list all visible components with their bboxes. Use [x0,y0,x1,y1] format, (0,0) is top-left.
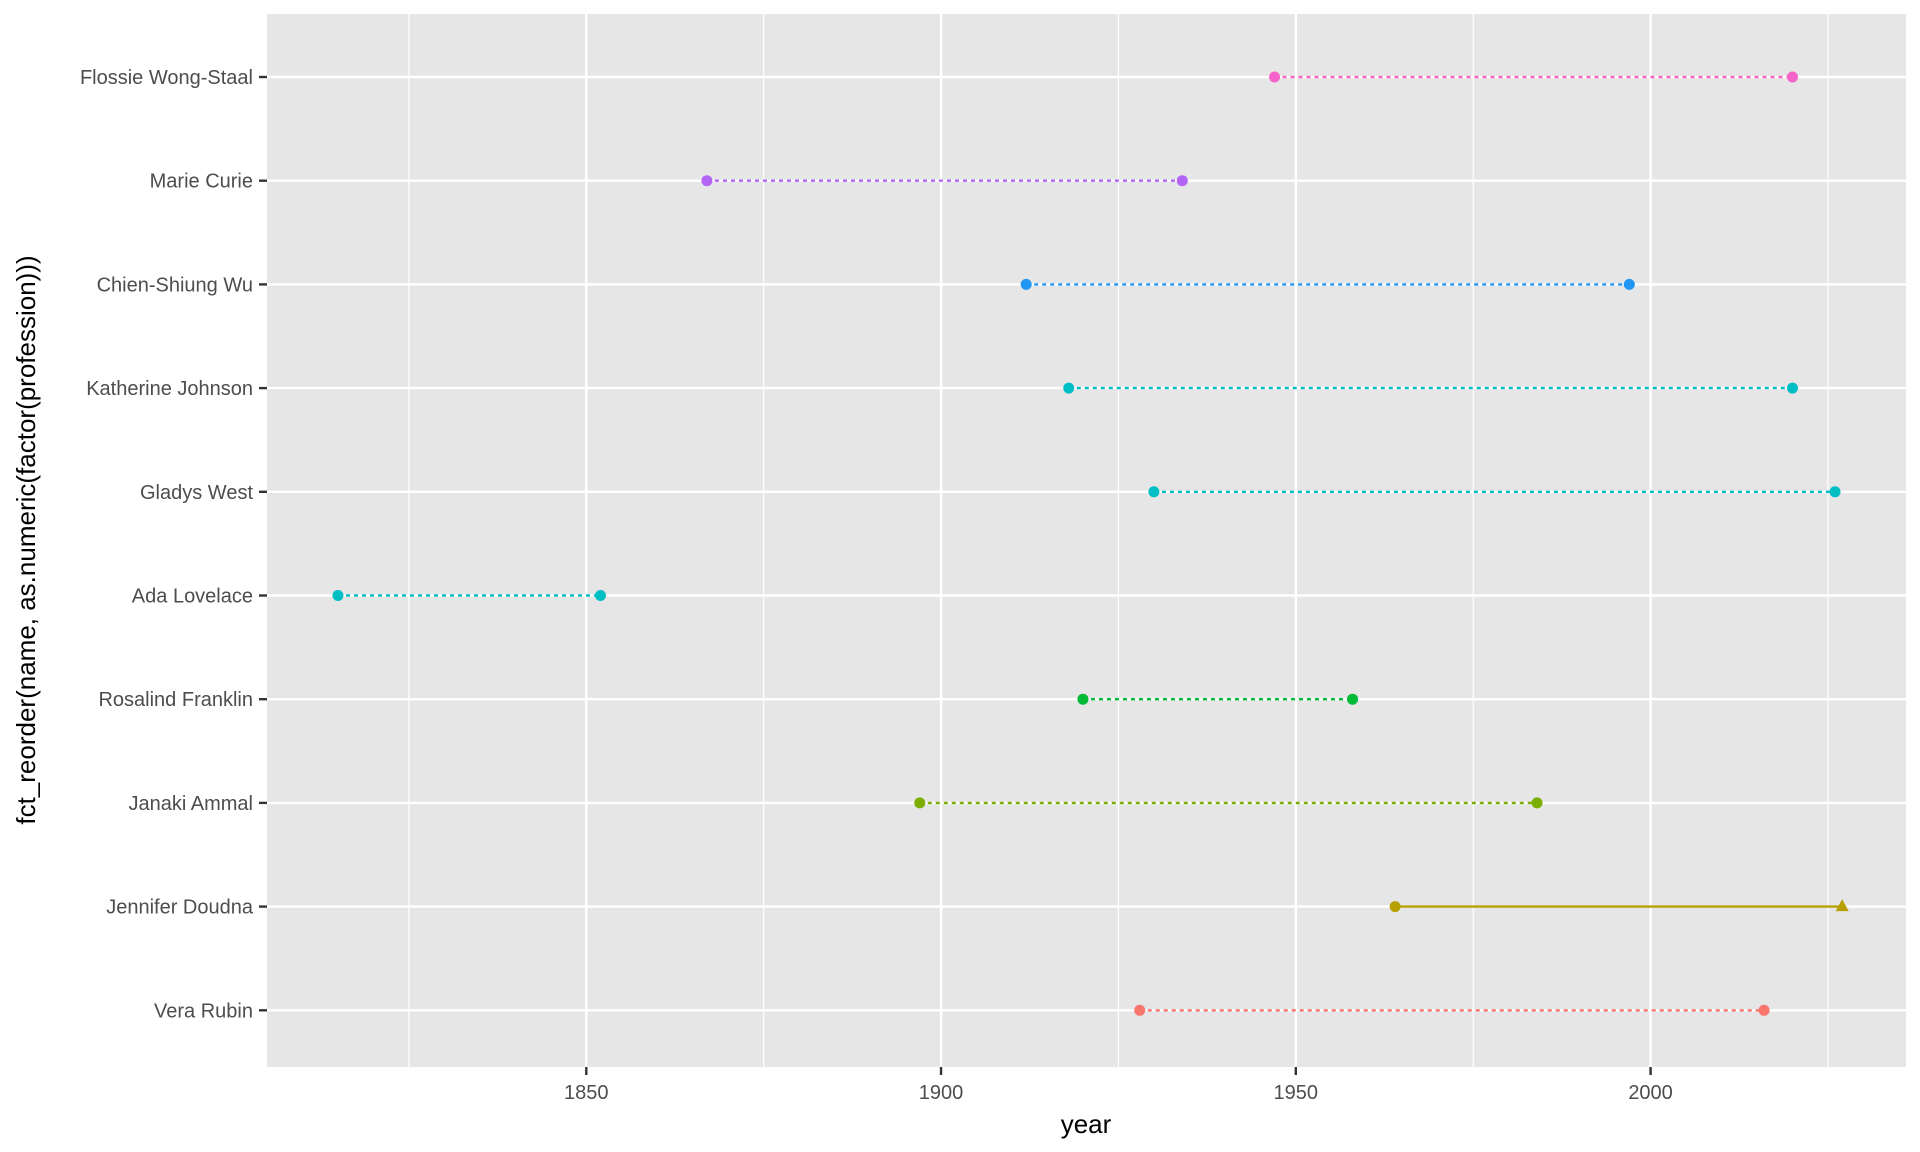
end-point [1531,797,1543,809]
y-tick-label: Ada Lovelace [132,586,253,608]
x-tick-label: 1950 [1274,1082,1319,1104]
end-point [1835,899,1849,912]
end-point [1347,693,1359,705]
start-point [1389,901,1401,913]
end-point [1623,278,1635,290]
end-point [1786,382,1798,394]
start-point [914,797,926,809]
end-point [1758,1004,1770,1016]
y-tick-label: Flossie Wong-Staal [80,67,253,89]
end-point [1176,175,1188,187]
series-layer [332,71,1849,1016]
x-tick-label: 1850 [564,1082,609,1104]
x-axis: 1850 1900 1950 2000 [564,1067,1673,1104]
end-point [1786,71,1798,83]
minor-gridlines [408,14,1829,1067]
x-tick-label: 1900 [919,1082,964,1104]
x-tick-label: 2000 [1628,1082,1673,1104]
y-tick-label: Marie Curie [150,171,253,193]
y-axis-title: fct_reorder(name, as.numeric(factor(prof… [11,255,41,824]
end-point [1829,486,1841,498]
y-tick-label: Vera Rubin [154,1000,253,1022]
y-tick-label: Gladys West [140,482,253,504]
start-point [332,590,344,601]
start-point [1020,278,1032,290]
y-axis: Vera Rubin Jennifer Doudna Janaki Ammal Ros… [80,67,267,1022]
y-tick-label: Katherine Johnson [86,378,253,400]
y-tick-label: Jennifer Doudna [106,897,254,919]
y-tick-label: Rosalind Franklin [98,689,253,711]
start-point [1063,382,1075,394]
start-point [1134,1004,1146,1016]
x-axis-title: year [1061,1109,1112,1139]
y-tick-label: Chien-Shiung Wu [97,274,253,296]
start-point [1148,486,1160,498]
start-point [1269,71,1281,83]
end-point [594,590,606,601]
start-point [1077,693,1089,705]
start-point [701,175,713,187]
panel-background [267,14,1906,1067]
y-tick-label: Janaki Ammal [129,793,254,815]
